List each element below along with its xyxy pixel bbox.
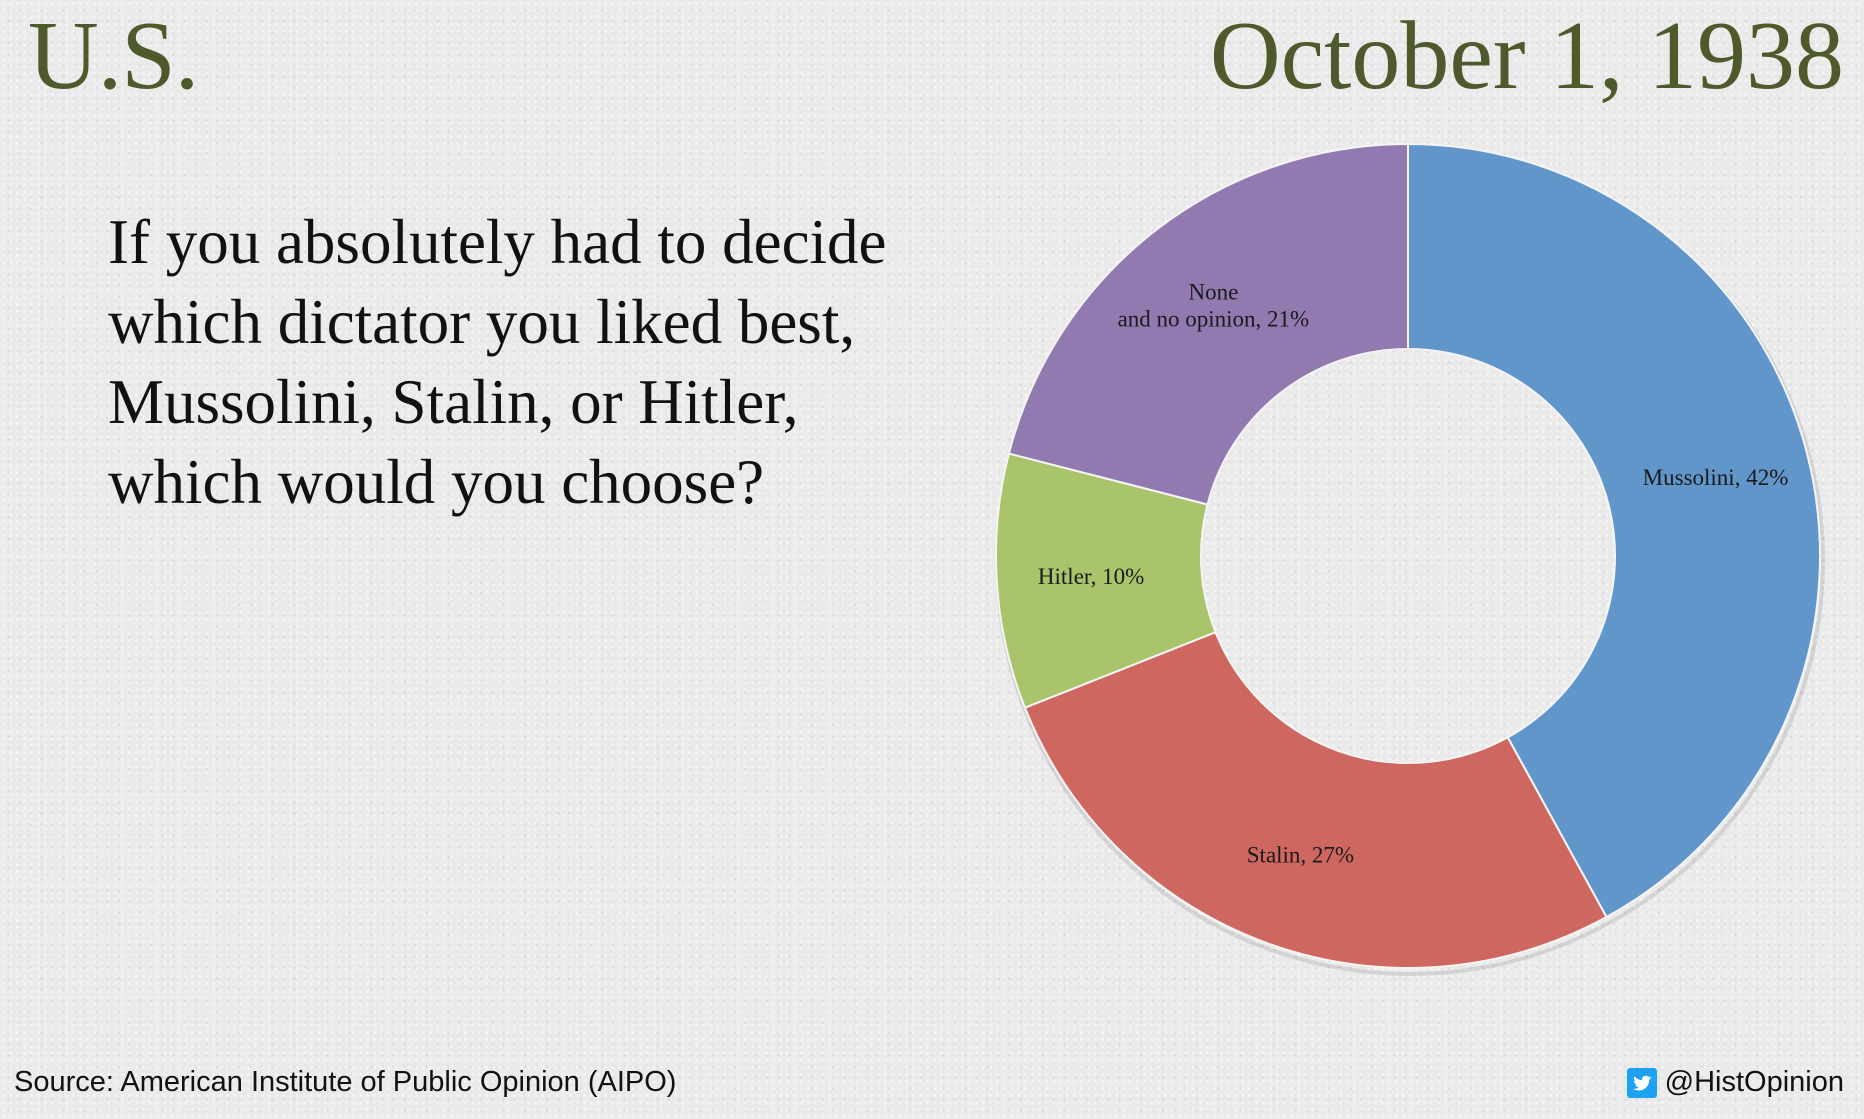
date-title: October 1, 1938	[1209, 2, 1844, 110]
slice-label: Mussolini, 42%	[1643, 465, 1789, 490]
handle-text: @HistOpinion	[1664, 1066, 1844, 1098]
slice-stalin	[1023, 630, 1608, 969]
slice-label: Stalin, 27%	[1247, 843, 1354, 868]
slice-mussolini	[1407, 142, 1821, 919]
question-line: If you absolutely had to decide	[108, 207, 887, 277]
twitter-handle[interactable]: @HistOpinion	[1626, 1066, 1844, 1099]
source-note: Source: American Institute of Public Opi…	[14, 1066, 677, 1098]
slice-label-line: and no opinion, 21%	[1118, 307, 1310, 332]
slice-none-and-no-opinion	[1007, 142, 1409, 506]
slice-label-line: Mussolini, 42%	[1643, 465, 1789, 490]
slice-label-line: Stalin, 27%	[1247, 843, 1354, 868]
slice-hitler	[995, 452, 1217, 709]
slice-label: None and no opinion, 21%	[1118, 280, 1310, 332]
slice-label: Hitler, 10%	[1038, 564, 1144, 589]
question-line: Mussolini, Stalin, or Hitler,	[108, 367, 799, 437]
question-line: which would you choose?	[108, 447, 765, 517]
twitter-bird-icon	[1626, 1067, 1657, 1098]
slice-label-line: None	[1188, 280, 1238, 305]
region-title: U.S.	[28, 2, 199, 110]
question-text: If you absolutely had to decide which di…	[108, 202, 1008, 522]
question-line: which dictator you liked best,	[108, 287, 856, 357]
slice-label-line: Hitler, 10%	[1038, 564, 1144, 589]
